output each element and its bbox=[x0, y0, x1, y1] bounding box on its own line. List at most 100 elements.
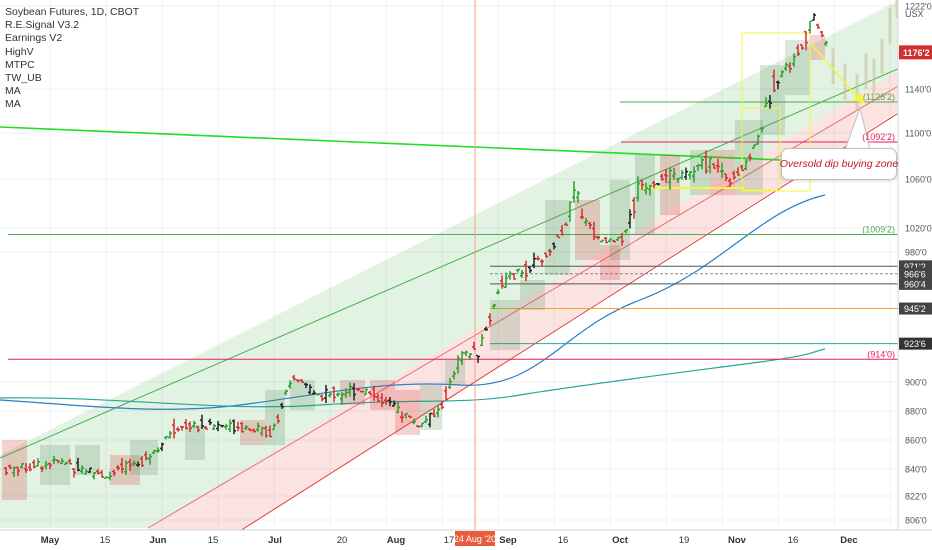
candle bbox=[608, 238, 612, 243]
candle bbox=[444, 386, 448, 401]
y-tick-label: 860'0 bbox=[905, 436, 927, 446]
candle bbox=[312, 390, 316, 395]
candle bbox=[776, 80, 780, 90]
candle bbox=[532, 252, 536, 269]
candle bbox=[276, 414, 280, 424]
candle bbox=[820, 30, 824, 38]
candle bbox=[628, 209, 632, 229]
candle bbox=[500, 275, 504, 289]
indicator-label[interactable]: R.E.Signal V3.2 bbox=[5, 19, 80, 32]
candle bbox=[256, 422, 260, 432]
candle bbox=[680, 170, 684, 180]
candle bbox=[728, 178, 732, 187]
candle bbox=[496, 289, 500, 295]
candle bbox=[640, 179, 644, 191]
arrow-line bbox=[811, 44, 861, 101]
x-tick-label: Jul bbox=[268, 535, 282, 546]
candle bbox=[164, 435, 168, 440]
candle bbox=[128, 459, 132, 471]
signal-block bbox=[110, 455, 140, 485]
indicator-label[interactable]: MA bbox=[5, 98, 21, 111]
candle bbox=[240, 422, 244, 433]
arrow-head-icon bbox=[852, 92, 866, 104]
candle bbox=[12, 466, 16, 477]
candle bbox=[388, 397, 392, 407]
candle bbox=[200, 414, 204, 429]
candle bbox=[140, 455, 144, 467]
candle bbox=[672, 167, 676, 180]
indicator-label[interactable]: TW_UB bbox=[5, 72, 42, 85]
candle bbox=[52, 455, 56, 465]
x-tick-label: 20 bbox=[337, 535, 348, 546]
candle bbox=[452, 370, 456, 380]
cursor-date-label: 24 Aug '20 bbox=[454, 534, 496, 544]
candle bbox=[32, 459, 36, 469]
candle bbox=[420, 422, 424, 428]
grid-lines bbox=[0, 0, 898, 530]
candle bbox=[92, 472, 96, 480]
x-tick-label: 17 bbox=[444, 535, 455, 546]
candle bbox=[472, 341, 476, 351]
candle bbox=[56, 459, 60, 464]
signal-block bbox=[185, 425, 205, 460]
indicator-label[interactable]: MA bbox=[5, 85, 21, 98]
annotation-callout[interactable]: Oversold dip buying zone bbox=[780, 148, 898, 180]
candle bbox=[620, 232, 624, 246]
signal-block bbox=[240, 420, 265, 445]
candle bbox=[792, 53, 796, 67]
signal-block bbox=[690, 150, 710, 195]
channel-upper-band bbox=[0, 0, 900, 528]
x-tick-label: Sep bbox=[499, 535, 517, 546]
candle bbox=[180, 425, 184, 431]
candle bbox=[324, 384, 328, 404]
candle bbox=[356, 388, 360, 392]
signal-block bbox=[340, 380, 365, 405]
y-tick-label: 1020'0 bbox=[905, 224, 932, 234]
indicator-label[interactable]: HighV bbox=[5, 45, 34, 58]
x-tick-label: Aug bbox=[387, 535, 406, 546]
signal-block bbox=[575, 200, 600, 260]
candle bbox=[740, 164, 744, 172]
candle bbox=[540, 259, 544, 267]
candle bbox=[536, 255, 540, 261]
candle bbox=[516, 268, 520, 273]
candle bbox=[652, 180, 656, 189]
indicator-label[interactable]: MTPC bbox=[5, 58, 35, 71]
candle bbox=[468, 353, 472, 360]
indicator-label[interactable]: Earnings V2 bbox=[5, 32, 63, 45]
candle bbox=[152, 449, 156, 455]
candle bbox=[4, 467, 8, 476]
candle bbox=[136, 461, 140, 467]
x-axis: May 15 Jun 15 Jul 20 Aug 17 Sep 16 Oct 19 Nov 16 Dec 24… bbox=[0, 529, 932, 550]
candle bbox=[132, 460, 136, 466]
candle bbox=[660, 173, 664, 181]
candle bbox=[384, 396, 388, 405]
candle bbox=[36, 458, 40, 467]
candle bbox=[688, 171, 692, 180]
candle bbox=[432, 408, 436, 418]
candle bbox=[72, 468, 76, 478]
chart-title[interactable]: Soybean Futures, 1D, CBOT bbox=[5, 6, 140, 18]
candle bbox=[204, 425, 208, 430]
signal-block bbox=[600, 245, 620, 280]
candle bbox=[100, 470, 104, 478]
candle bbox=[80, 465, 84, 474]
candle bbox=[692, 166, 696, 183]
y-tick-label: 900'0 bbox=[905, 378, 927, 388]
candle bbox=[160, 442, 164, 452]
candle bbox=[812, 13, 816, 21]
candle bbox=[392, 400, 396, 407]
candle bbox=[460, 350, 464, 365]
y-tick-label: 880'0 bbox=[905, 407, 927, 417]
candle bbox=[376, 393, 380, 402]
highlight-zones bbox=[640, 32, 811, 192]
candle bbox=[644, 182, 648, 195]
signal-block bbox=[265, 390, 285, 445]
candle bbox=[568, 201, 572, 222]
candle bbox=[760, 127, 764, 133]
candle bbox=[676, 177, 680, 183]
candle bbox=[624, 229, 628, 234]
candle bbox=[340, 392, 344, 405]
